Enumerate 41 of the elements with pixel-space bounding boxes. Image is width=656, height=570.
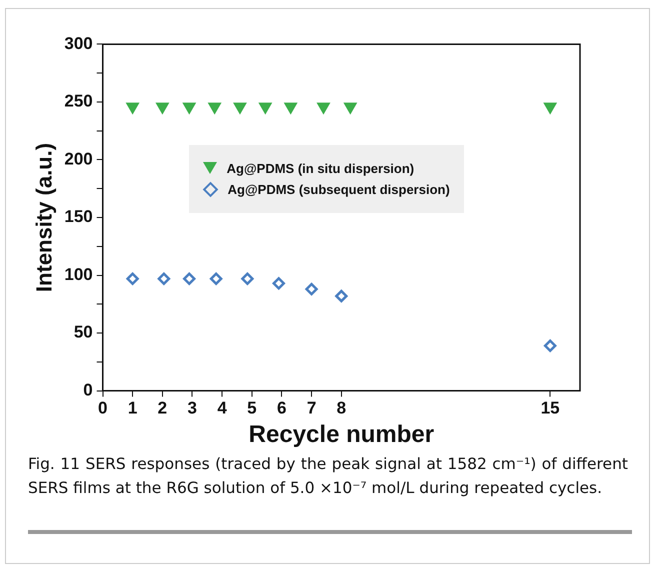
x-tick-label: 8 [336, 398, 346, 418]
y-tick-label: 150 [64, 207, 93, 226]
point [126, 272, 139, 285]
point [156, 102, 169, 114]
y-tick-label: 300 [64, 34, 93, 53]
point [183, 272, 196, 285]
point [158, 272, 170, 285]
x-axis-title: Recycle number [248, 421, 434, 448]
point [233, 102, 247, 114]
point [241, 272, 254, 285]
x-tick-label: 2 [158, 398, 168, 418]
x-tick-label: 5 [247, 398, 257, 418]
y-tick-label: 100 [64, 264, 93, 284]
x-tick-label: 0 [98, 398, 108, 418]
point [344, 102, 357, 114]
x-tick-label: 6 [276, 398, 286, 418]
point [272, 277, 285, 290]
point [258, 102, 272, 114]
point [284, 102, 298, 114]
y-tick-label: 50 [74, 322, 93, 342]
caption: Fig. 11 SERS responses (traced by the peak signal at 1582 cm⁻¹) of different SERS films at the R6G solution of 5.0 ×10⁻⁷ mol/L during repeated cycles. [28, 454, 628, 499]
x-tick-label: 1 [128, 398, 138, 418]
legend-label: Ag@PDMS (in situ dispersion) [226, 160, 414, 176]
x-tick-label: 7 [306, 398, 316, 418]
x-tick-label: 4 [217, 398, 228, 418]
y-tick-label: 250 [64, 92, 93, 111]
point [544, 339, 556, 352]
x-tick-label: 15 [540, 398, 560, 418]
x-tick-label: 3 [188, 398, 197, 418]
y-tick-label: 200 [64, 149, 93, 168]
legend-label: Ag@PDMS (subsequent dispersion) [228, 182, 450, 197]
point [208, 102, 222, 114]
y-axis-title: Intensity (a.u.) [31, 142, 56, 292]
point [544, 102, 557, 114]
point [305, 282, 318, 296]
point [316, 102, 330, 114]
point [126, 102, 140, 114]
y-tick-label: 0 [83, 380, 93, 400]
point [335, 290, 348, 302]
point [182, 102, 196, 114]
point [210, 272, 222, 285]
